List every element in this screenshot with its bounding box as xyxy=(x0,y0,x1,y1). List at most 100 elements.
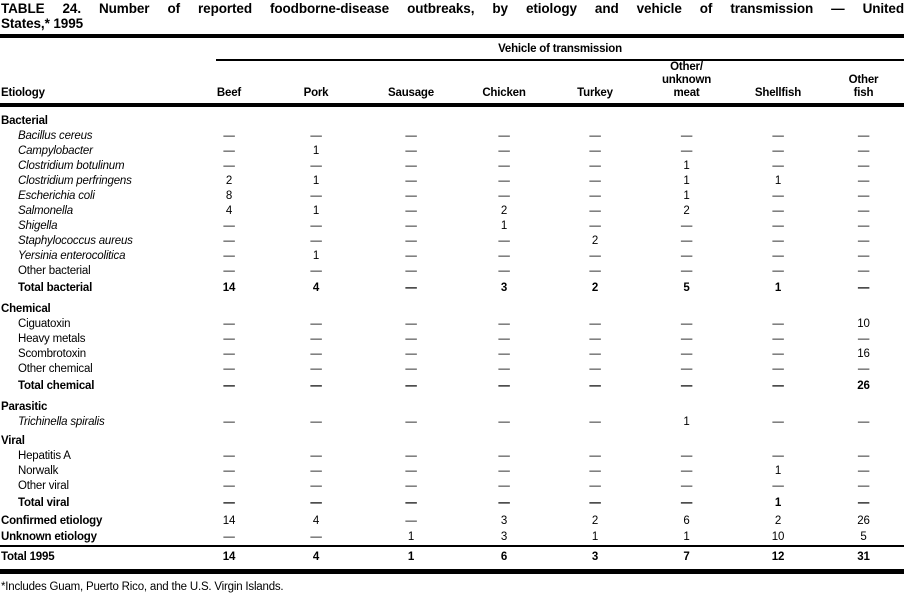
cell-sausage: — xyxy=(405,250,417,262)
row-label: Chemical xyxy=(1,303,51,315)
row-ciguatoxin: Ciguatoxin — — — — — — — 10 xyxy=(0,317,904,332)
cell-other-unknown-meat: 1 xyxy=(683,160,690,172)
cell-pork: — xyxy=(310,235,322,247)
cell-other-unknown-meat: 1 xyxy=(683,416,690,428)
cell-other-fish: — xyxy=(857,333,870,345)
cell-pork: — xyxy=(310,265,322,277)
cell-beef: — xyxy=(223,145,235,157)
cell-turkey: 3 xyxy=(550,545,640,574)
cell-turkey: — xyxy=(589,190,601,202)
cell-other-unknown-meat: 1 xyxy=(683,190,690,202)
cell-other-unknown-meat: — xyxy=(680,465,693,477)
cell-pork: 4 xyxy=(312,515,320,527)
row-total-chemical: Total chemical — — — — — — — 26 xyxy=(0,377,904,396)
cell-chicken: — xyxy=(498,450,510,462)
cell-beef: — xyxy=(223,160,235,172)
cell-other-unknown-meat: — xyxy=(680,348,693,360)
cell-beef: — xyxy=(223,333,235,345)
cell-chicken: — xyxy=(498,497,510,509)
cell-chicken: — xyxy=(498,380,510,392)
cell-other-fish: — xyxy=(857,363,870,375)
spanner-row: Vehicle of transmission xyxy=(0,38,904,61)
row-label: Parasitic xyxy=(1,401,48,413)
cell-other-fish: — xyxy=(857,220,870,232)
cell-sausage: — xyxy=(405,205,417,217)
footnote: *Includes Guam, Puerto Rico, and the U.S… xyxy=(1,581,284,593)
cell-beef: 14 xyxy=(190,545,268,574)
cell-shellfish: — xyxy=(772,190,784,202)
cell-turkey: 2 xyxy=(591,282,599,294)
cell-other-unknown-meat: — xyxy=(680,250,693,262)
cell-pork: 1 xyxy=(312,205,320,217)
cell-other-fish: — xyxy=(857,130,870,142)
row-other-bacterial: Other bacterial — — — — — — — — xyxy=(0,264,904,279)
cell-other-fish: — xyxy=(857,175,870,187)
cell-other-fish: — xyxy=(857,190,870,202)
cell-other-fish: — xyxy=(857,480,870,492)
row-total-viral: Total viral — — — — — — 1 — xyxy=(0,494,904,513)
cell-shellfish: — xyxy=(772,265,784,277)
cell-pork: — xyxy=(310,416,322,428)
cell-shellfish: — xyxy=(772,348,784,360)
cell-pork: 1 xyxy=(312,175,320,187)
cell-turkey: 2 xyxy=(591,235,599,247)
col-header-pork: Pork xyxy=(268,61,364,107)
cell-sausage: — xyxy=(405,318,417,330)
row-label: Viral xyxy=(1,435,25,447)
row-label: Clostridium perfringens xyxy=(18,175,132,187)
cell-pork: — xyxy=(310,497,322,509)
cell-other-unknown-meat: — xyxy=(680,497,693,509)
cell-chicken: — xyxy=(498,348,510,360)
cell-chicken: — xyxy=(498,363,510,375)
cell-chicken: — xyxy=(498,235,510,247)
cell-turkey: — xyxy=(589,363,601,375)
cell-sausage: 1 xyxy=(407,531,415,543)
cell-pork: — xyxy=(310,480,322,492)
cell-chicken: — xyxy=(498,190,510,202)
cell-pork: — xyxy=(310,465,322,477)
cell-beef: — xyxy=(223,531,235,543)
cell-other-fish: — xyxy=(857,265,870,277)
cell-beef: 2 xyxy=(225,175,233,187)
table-title-line1: TABLE 24. Number of reported foodborne-d… xyxy=(1,1,904,16)
cell-sausage: 1 xyxy=(364,545,458,574)
row-campylobacter: Campylobacter — 1 — — — — — — xyxy=(0,144,904,159)
row-label: Escherichia coli xyxy=(18,190,95,202)
row-chemical: Chemical xyxy=(0,298,904,317)
cell-chicken: 3 xyxy=(500,515,508,527)
cell-sausage: — xyxy=(405,480,417,492)
cell-turkey: — xyxy=(589,497,601,509)
cell-turkey: — xyxy=(589,465,601,477)
cell-other-unknown-meat: — xyxy=(680,318,693,330)
row-label: Total viral xyxy=(18,497,70,509)
cell-beef: — xyxy=(223,265,235,277)
cell-other-fish: — xyxy=(857,450,870,462)
cell-sausage: — xyxy=(405,515,417,527)
cell-shellfish: — xyxy=(772,145,784,157)
cell-shellfish: 1 xyxy=(774,282,782,294)
spanner-spacer xyxy=(0,38,190,61)
cell-beef: 4 xyxy=(225,205,233,217)
cell-other-fish: — xyxy=(857,250,870,262)
row-label: Total 1995 xyxy=(0,545,190,574)
cell-sausage: — xyxy=(405,363,417,375)
cell-pork: 4 xyxy=(268,545,364,574)
cell-pork: — xyxy=(310,160,322,172)
cell-beef: — xyxy=(223,450,235,462)
cell-beef: — xyxy=(223,130,235,142)
cell-other-unknown-meat: 6 xyxy=(683,515,690,527)
cell-chicken: 2 xyxy=(500,205,508,217)
cell-turkey: — xyxy=(589,318,601,330)
cell-turkey: 1 xyxy=(591,531,599,543)
cell-beef: 8 xyxy=(225,190,233,202)
col-header-beef: Beef xyxy=(190,61,268,107)
cell-turkey: — xyxy=(589,333,601,345)
cell-other-unknown-meat: — xyxy=(680,145,693,157)
cell-shellfish: 2 xyxy=(774,515,782,527)
cell-beef: — xyxy=(223,220,235,232)
cell-other-unknown-meat: 5 xyxy=(683,282,690,294)
cell-shellfish: 1 xyxy=(774,465,782,477)
cell-shellfish: — xyxy=(772,416,784,428)
cell-pork: 1 xyxy=(312,145,320,157)
cell-turkey: — xyxy=(589,480,601,492)
